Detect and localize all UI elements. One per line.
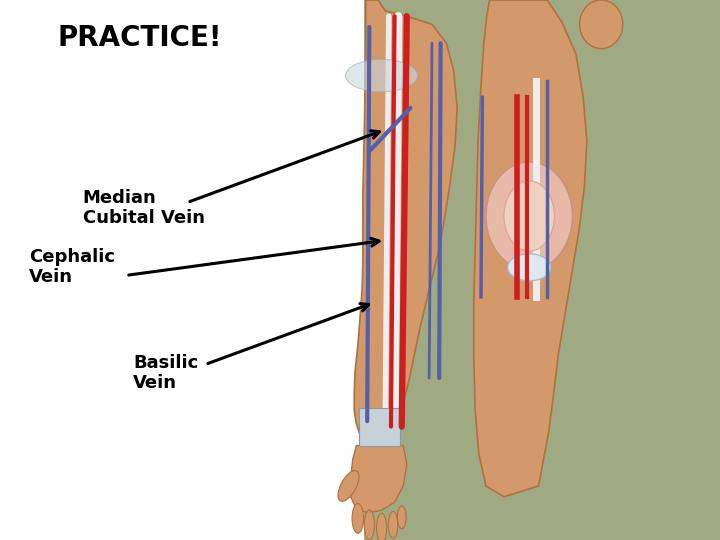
Ellipse shape [364,510,374,540]
Ellipse shape [397,506,406,529]
Polygon shape [474,0,587,497]
Ellipse shape [389,511,397,538]
Ellipse shape [338,471,359,501]
Ellipse shape [346,59,418,92]
Text: Basilic
Vein: Basilic Vein [133,354,199,391]
Ellipse shape [486,162,572,270]
Bar [364,0,720,540]
Ellipse shape [504,181,554,251]
Ellipse shape [377,513,387,540]
Ellipse shape [580,0,623,49]
Text: PRACTICE!: PRACTICE! [58,24,222,52]
Polygon shape [354,0,457,447]
Ellipse shape [352,503,364,534]
Ellipse shape [508,254,551,281]
Polygon shape [351,446,407,513]
Bar [359,408,400,445]
Text: Cephalic
Vein: Cephalic Vein [29,248,114,286]
Text: Median
Cubital Vein: Median Cubital Vein [83,189,204,227]
